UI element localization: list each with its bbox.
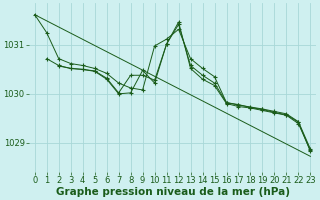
X-axis label: Graphe pression niveau de la mer (hPa): Graphe pression niveau de la mer (hPa) xyxy=(56,187,290,197)
